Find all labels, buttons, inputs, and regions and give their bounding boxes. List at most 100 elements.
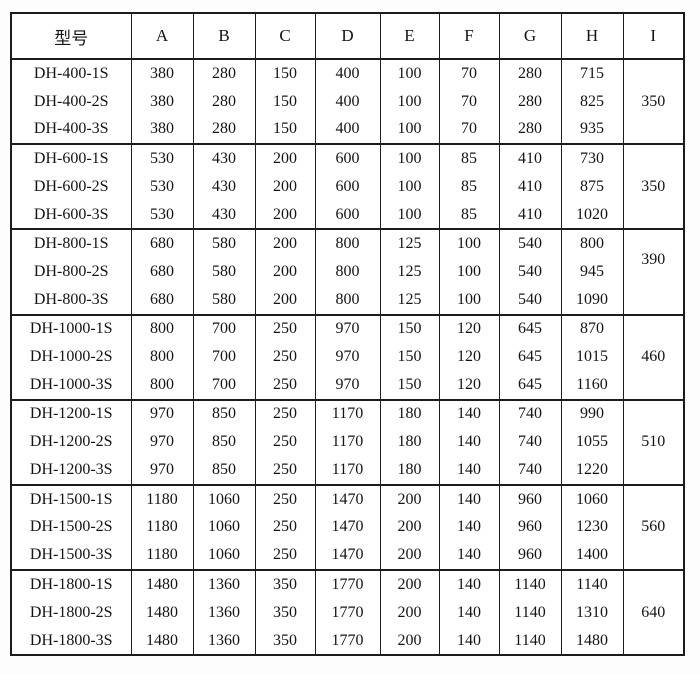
table-row: DH-1800-1S 1480 1360 350 1770 200 140 1140 1140 6… (10, 569, 685, 656)
value-cell: 740 (498, 398, 562, 429)
value-cell: 430 (192, 172, 256, 201)
i-value-cell: 460 (622, 313, 685, 400)
model-cell: DH-1000-2S (10, 342, 132, 372)
value-cell: 200 (379, 483, 440, 514)
value-cell: 645 (498, 313, 562, 343)
value-cell: 1470 (314, 513, 381, 542)
value-cell: 580 (192, 257, 256, 287)
value-cell: 1360 (192, 598, 256, 627)
value-cell: 645 (498, 342, 562, 372)
value-cell: 600 (314, 172, 381, 201)
value-cell: 870 (560, 313, 624, 343)
value-cell: 1060 (192, 483, 256, 514)
model-cell: DH-1800-1S (10, 569, 132, 599)
column-header-i: I (622, 13, 685, 60)
value-cell: 140 (438, 428, 500, 457)
value-cell: 800 (560, 228, 624, 258)
value-cell: 1055 (560, 428, 624, 457)
table-row: DH-400-3S 380 280 150 400 100 70 280 935 (10, 115, 684, 145)
model-cell: DH-600-1S (10, 143, 132, 173)
value-cell: 250 (254, 456, 316, 485)
value-cell: 120 (438, 342, 500, 372)
value-cell: 600 (314, 200, 381, 230)
value-cell: 100 (438, 257, 500, 287)
value-cell: 200 (379, 513, 440, 542)
value-cell: 200 (254, 228, 316, 258)
table-row: DH-1200-3S 970 850 250 1170 180 140 740 1220 (10, 456, 684, 485)
value-cell: 100 (438, 228, 500, 258)
value-cell: 970 (314, 342, 381, 372)
value-cell: 200 (379, 626, 440, 656)
table-row: DH-1800-3S 1480 1360 350 1770 200 140 1140 1480 (10, 626, 684, 656)
value-cell: 1170 (314, 456, 381, 485)
value-cell: 970 (314, 313, 381, 343)
value-cell: 280 (498, 115, 562, 145)
column-header-a: A (130, 13, 194, 60)
value-cell: 150 (254, 87, 316, 116)
value-cell: 800 (130, 313, 194, 343)
value-cell: 850 (192, 398, 256, 429)
value-cell: 540 (498, 257, 562, 287)
value-cell: 125 (379, 228, 440, 258)
model-cell: DH-1500-1S (10, 483, 132, 514)
value-cell: 125 (379, 286, 440, 315)
value-cell: 1480 (130, 569, 194, 599)
value-cell: 200 (379, 541, 440, 571)
value-cell: 140 (438, 513, 500, 542)
value-cell: 280 (498, 57, 562, 88)
value-cell: 180 (379, 398, 440, 429)
value-cell: 1770 (314, 569, 381, 599)
value-cell: 1060 (192, 513, 256, 542)
value-cell: 970 (314, 371, 381, 400)
value-cell: 100 (379, 143, 440, 173)
value-cell: 1020 (560, 200, 624, 230)
column-header-c: C (254, 13, 316, 60)
value-cell: 100 (379, 115, 440, 145)
value-cell: 400 (314, 87, 381, 116)
i-value-cell: 390 (622, 228, 685, 315)
value-cell: 740 (498, 456, 562, 485)
value-cell: 960 (498, 541, 562, 571)
table-row: DH-1500-2S 1180 1060 250 1470 200 140 960 1230 (10, 513, 684, 542)
value-cell: 645 (498, 371, 562, 400)
value-cell: 1140 (498, 569, 562, 599)
model-cell: DH-1200-2S (10, 428, 132, 457)
value-cell: 380 (130, 57, 194, 88)
column-header-e: E (379, 13, 440, 60)
model-cell: DH-1200-3S (10, 456, 132, 485)
value-cell: 180 (379, 456, 440, 485)
value-cell: 800 (314, 286, 381, 315)
value-cell: 280 (498, 87, 562, 116)
value-cell: 800 (130, 342, 194, 372)
value-cell: 1140 (498, 598, 562, 627)
model-cell: DH-600-2S (10, 172, 132, 201)
value-cell: 280 (192, 87, 256, 116)
value-cell: 1480 (130, 598, 194, 627)
value-cell: 100 (379, 57, 440, 88)
model-cell: DH-400-3S (10, 115, 132, 145)
value-cell: 70 (438, 87, 500, 116)
table-row: DH-600-2S 530 430 200 600 100 85 410 875 (10, 172, 684, 201)
value-cell: 530 (130, 172, 194, 201)
table-row: DH-400-2S 380 280 150 400 100 70 280 825 (10, 87, 684, 116)
value-cell: 1060 (560, 483, 624, 514)
value-cell: 580 (192, 286, 256, 315)
value-cell: 410 (498, 200, 562, 230)
value-cell: 1180 (130, 541, 194, 571)
value-cell: 1015 (560, 342, 624, 372)
value-cell: 140 (438, 569, 500, 599)
spec-table-container: 型号 A B C D E F G H I DH-400-1S 380 280 150 4… (10, 12, 685, 657)
value-cell: 250 (254, 483, 316, 514)
value-cell: 540 (498, 228, 562, 258)
value-cell: 700 (192, 313, 256, 343)
value-cell: 85 (438, 143, 500, 173)
i-value-cell: 350 (622, 57, 685, 145)
value-cell: 150 (379, 313, 440, 343)
value-cell: 100 (438, 286, 500, 315)
spec-table: 型号 A B C D E F G H I DH-400-1S 380 280 150 4… (10, 12, 685, 657)
value-cell: 200 (254, 286, 316, 315)
value-cell: 410 (498, 143, 562, 173)
value-cell: 935 (560, 115, 624, 145)
value-cell: 945 (560, 257, 624, 287)
value-cell: 680 (130, 228, 194, 258)
